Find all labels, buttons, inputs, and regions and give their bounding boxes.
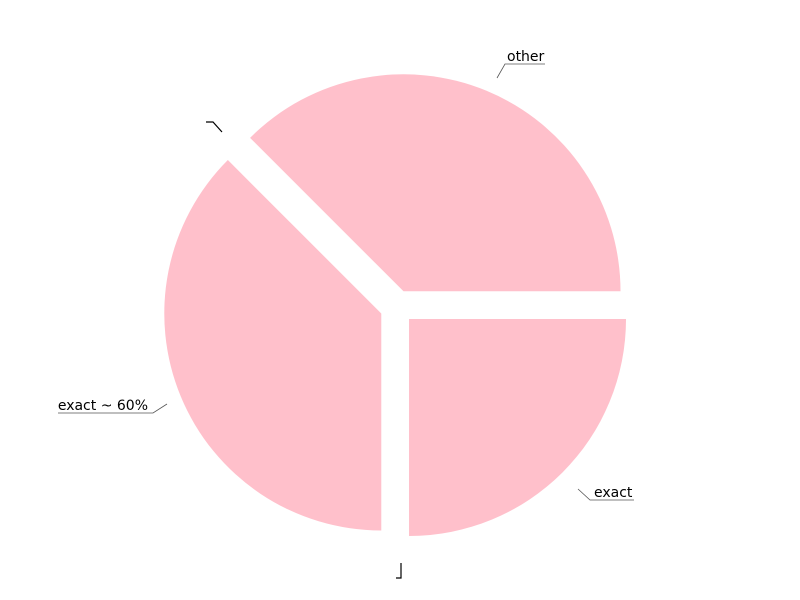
slice-label-leader: [496, 63, 545, 79]
slice-label-leader: [58, 403, 168, 414]
pie-slice: [164, 160, 382, 531]
tick-mark-bottom: [396, 563, 402, 579]
slice-label: exact: [594, 485, 633, 501]
tick-mark-top-left: [206, 121, 223, 133]
pie-slice: [250, 74, 621, 292]
decorative-ticks: [206, 121, 402, 579]
slice-labels: other exact exact ~ 60%: [58, 49, 633, 501]
slice-label: exact ~ 60%: [58, 398, 148, 414]
pie-slice: [409, 319, 627, 537]
slice-label-leader: [577, 488, 634, 501]
pie-slices: [164, 74, 627, 537]
slice-label: other: [507, 49, 545, 65]
label-leaders: [58, 63, 634, 501]
